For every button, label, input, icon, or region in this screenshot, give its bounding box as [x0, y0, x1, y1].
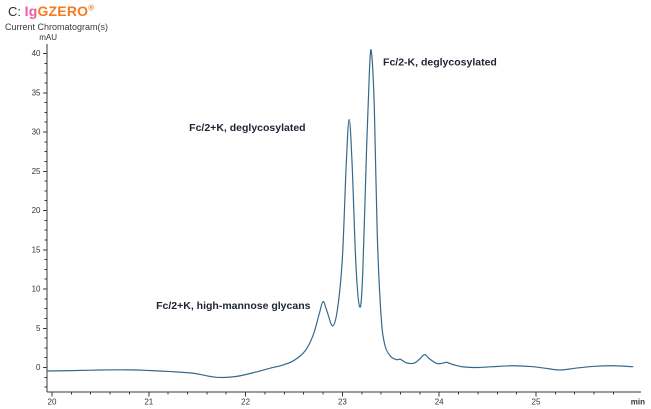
y-axis-unit-label: mAU: [39, 33, 57, 42]
x-tick-label: 22: [241, 398, 250, 407]
header: C: IgGZERO® Current Chromatogram(s): [5, 3, 109, 32]
peak-annotation: Fc/2+K, high-mannose glycans: [156, 300, 310, 312]
x-tick-label: 25: [532, 398, 541, 407]
y-tick-label: 15: [32, 245, 41, 254]
chromatogram-channel-prefix: C:: [8, 4, 21, 19]
y-tick-label: 5: [36, 324, 41, 333]
y-tick-label: 35: [32, 88, 41, 97]
brand-logo-ig: Ig: [24, 3, 38, 19]
peak-annotation: Fc/2+K, deglycosylated: [189, 122, 305, 134]
x-tick-label: 24: [435, 398, 444, 407]
x-tick-label: 23: [338, 398, 347, 407]
y-tick-label: 20: [32, 206, 41, 215]
x-axis-unit-label: min: [631, 398, 645, 407]
chart-title: C: IgGZERO®: [8, 3, 108, 19]
chromatogram-trace: [46, 49, 634, 379]
y-tick-label: 30: [32, 128, 41, 137]
peak-annotation: Fc/2-K, deglycosylated: [383, 57, 497, 69]
axes: [46, 44, 641, 393]
y-tick-label: 10: [32, 285, 41, 294]
x-tick-label: 21: [144, 398, 153, 407]
x-tick-label: 20: [48, 398, 57, 407]
y-tick-label: 25: [32, 167, 41, 176]
y-tick-label: 0: [36, 363, 41, 372]
chart-subtitle: Current Chromatogram(s): [5, 22, 109, 32]
brand-logo: IgGZERO®: [25, 3, 95, 19]
y-tick-label: 40: [32, 49, 41, 58]
registered-trademark-icon: ®: [88, 3, 95, 13]
brand-logo-gzero: GZERO: [37, 3, 89, 19]
